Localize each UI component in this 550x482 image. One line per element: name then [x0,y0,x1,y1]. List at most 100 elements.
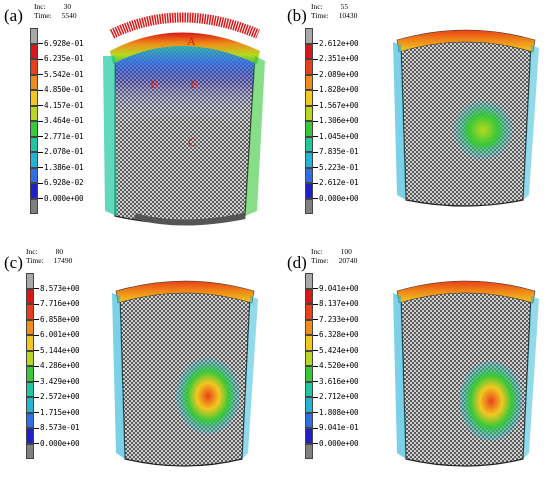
panel-label: (c) [4,253,23,272]
inc-label: Inc: 30 [34,2,72,11]
legend-tick-mark [34,443,39,444]
increment-time-readout: Inc: 100 Time: 20740 [311,247,357,265]
legend-swatch [305,412,313,428]
fe-model-a [103,12,265,226]
marker-a: A [187,34,196,48]
legend-swatch [305,136,313,152]
inc-label: Inc: 100 [311,247,352,256]
legend-swatch [305,167,313,183]
legend-tick-label: 5.542e-01 [44,69,84,79]
legend-tick-label: 4.520e+00 [319,361,359,370]
inc-label: Inc: 55 [311,2,349,11]
legend-tick-mark [313,136,318,137]
legend-tick-label: 2.712e+00 [319,392,359,401]
legend-swatch [305,198,313,214]
legend-tick-label: 2.078e-01 [44,147,84,156]
marker-c: C [188,135,197,149]
legend-tick-mark [313,182,318,184]
legend-tick-mark [313,58,318,60]
legend-tick-mark [34,381,39,382]
legend-swatch [305,319,313,335]
legend-tick-mark [34,303,39,305]
legend-tick-label: 4.286e+00 [40,361,80,370]
legend-tick-label: 4.850e-01 [44,85,84,94]
increment-time-readout: Inc: 80 Time: 17490 [26,247,72,265]
legend-swatch [305,105,313,121]
legend-tick-mark [34,396,39,398]
legend-tick-mark [38,89,43,91]
legend-tick-label: 3.464e-01 [44,116,84,125]
legend-tick-label: 1.045e+00 [319,131,359,141]
legend-tick-mark [38,105,43,106]
fe-model-b [393,29,539,207]
legend-tick-label: 6.235e-01 [44,54,84,63]
legend-swatch [26,381,34,397]
legend-swatch [26,319,34,335]
legend-tick-mark [313,89,318,91]
legend-swatch [305,74,313,90]
panel-b: (b) Inc: 55 Time: 10430 2.612e+00 2.351e+00… [281,0,550,241]
legend-tick-mark [313,365,318,367]
legend-tick-mark [38,74,43,75]
legend-swatch [305,288,313,304]
legend-tick-mark [38,167,43,168]
legend-tick-mark [34,365,39,367]
legend-tick-mark [313,151,318,153]
legend-tick-mark [313,288,318,289]
legend-swatch [26,273,34,289]
legend-swatch [305,121,313,137]
legend-swatch [305,183,313,199]
time-label: Time: 20740 [311,256,358,265]
legend-tick-label: 2.089e+00 [319,69,359,79]
legend-tick-label: 6.928e-02 [44,178,84,187]
legend-swatch [305,59,313,75]
legend-tick-label: 2.771e-01 [44,131,84,141]
legend-tick-mark [38,120,43,122]
legend-swatch [305,335,313,351]
legend-tick-label: 2.612e-01 [319,178,359,187]
legend-tick-mark [313,303,318,305]
marker-b-left: B [150,77,159,91]
time-label: Time: 10430 [311,11,358,20]
legend-swatch [26,412,34,428]
legend-tick-label: 0.000e+00 [319,438,359,448]
panel-label: (a) [4,6,23,25]
legend-swatch [305,366,313,382]
legend-tick-mark [38,43,43,44]
legend-swatch [305,273,313,289]
legend-tick-mark [313,412,318,413]
legend-tick-mark [313,198,318,199]
legend-tick-label: 7.233e+00 [319,314,359,324]
legend-swatch [30,59,38,75]
legend-tick-mark [313,74,318,75]
legend-tick-label: 1.386e-01 [44,162,84,172]
legend-tick-label: 2.612e+00 [319,38,359,48]
legend-tick-mark [313,443,318,444]
legend-swatch [26,366,34,382]
legend-swatch [30,90,38,106]
time-label: Time: 17490 [26,256,73,265]
legend-tick-mark [38,198,43,199]
legend-tick-mark [34,412,39,413]
legend-tick-mark [313,319,318,320]
legend-tick-label: 6.001e+00 [40,330,80,339]
legend-swatch [26,288,34,304]
legend-swatch [30,198,38,214]
legend-tick-label: 3.616e+00 [319,376,359,386]
legend-tick-label: 5.144e+00 [40,345,80,355]
legend-tick-label: 7.835e-01 [319,147,359,156]
legend-swatch [26,443,34,459]
legend-swatch [30,43,38,59]
legend-tick-label: 2.351e+00 [319,54,359,63]
legend-tick-label: 4.157e-01 [44,100,84,110]
increment-time-readout: Inc: 55 Time: 10430 [311,2,357,20]
fe-model-c [112,280,258,467]
legend-tick-label: 2.572e+00 [40,392,80,401]
legend-swatch [305,381,313,397]
legend-swatch [305,28,313,44]
legend-tick-mark [313,334,318,336]
legend-swatch [305,90,313,106]
legend-swatch [26,304,34,320]
legend-tick-label: 9.041e-01 [319,423,359,432]
legend-tick-label: 1.715e+00 [40,407,80,417]
